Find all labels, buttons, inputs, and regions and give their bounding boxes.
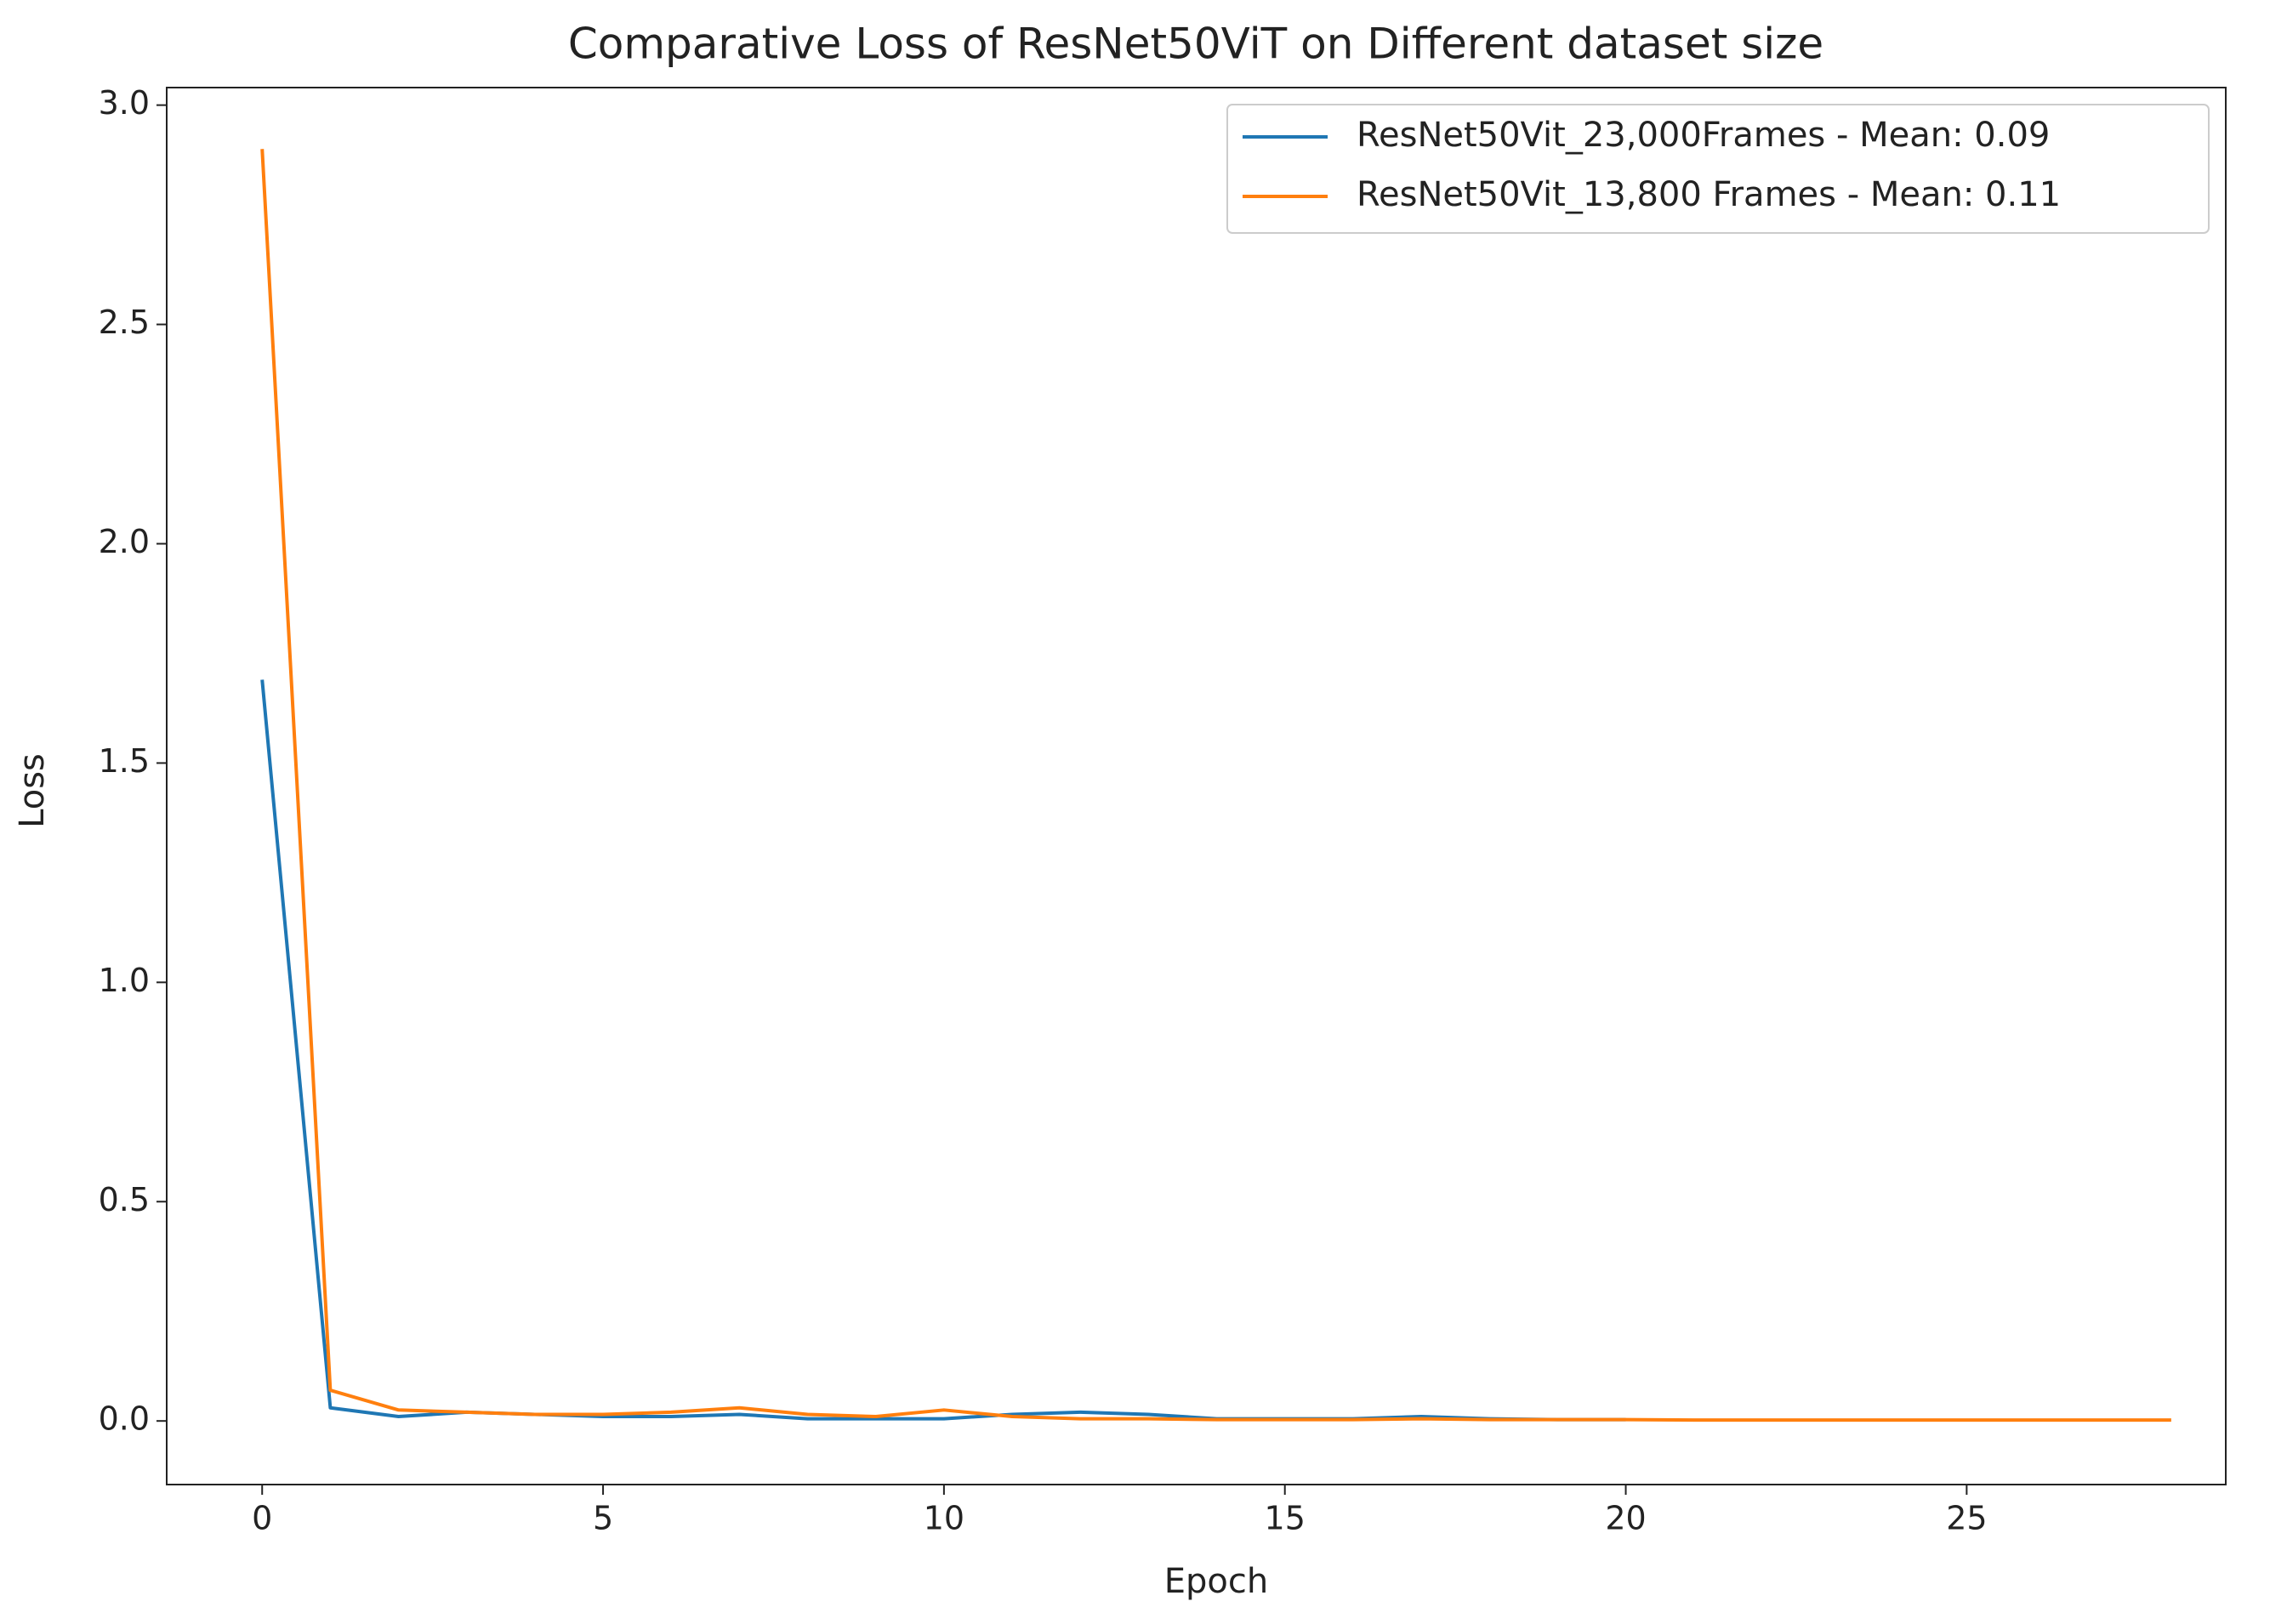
y-tick-label: 1.5 bbox=[99, 742, 150, 780]
y-tick-label: 0.0 bbox=[99, 1400, 150, 1438]
chart-title: Comparative Loss of ResNet50ViT on Diffe… bbox=[568, 20, 1823, 69]
legend: ResNet50Vit_23,000Frames - Mean: 0.09 Res… bbox=[1226, 104, 2210, 234]
y-tick-label: 3.0 bbox=[99, 84, 150, 122]
line-series bbox=[260, 149, 2171, 1422]
y-tick-label: 1.0 bbox=[99, 962, 150, 999]
y-axis-label: Loss bbox=[13, 753, 52, 828]
x-tick-label: 0 bbox=[252, 1500, 272, 1537]
plot-frame bbox=[166, 87, 2227, 1485]
y-tick-label: 0.5 bbox=[99, 1181, 150, 1218]
y-tick-label: 2.5 bbox=[99, 304, 150, 341]
x-axis-label: Epoch bbox=[1164, 1562, 1268, 1601]
legend-box bbox=[1226, 104, 2210, 234]
x-tick-label: 15 bbox=[1265, 1500, 1306, 1537]
x-tick-label: 5 bbox=[593, 1500, 613, 1537]
legend-label: ResNet50Vit_23,000Frames - Mean: 0.09 bbox=[1357, 116, 2050, 155]
legend-label: ResNet50Vit_13,800 Frames - Mean: 0.11 bbox=[1357, 175, 2061, 214]
y-tick-label: 2.0 bbox=[99, 523, 150, 560]
x-tick-label: 20 bbox=[1605, 1500, 1646, 1537]
x-tick-label: 10 bbox=[924, 1500, 964, 1537]
x-tick-label: 25 bbox=[1946, 1500, 1987, 1537]
